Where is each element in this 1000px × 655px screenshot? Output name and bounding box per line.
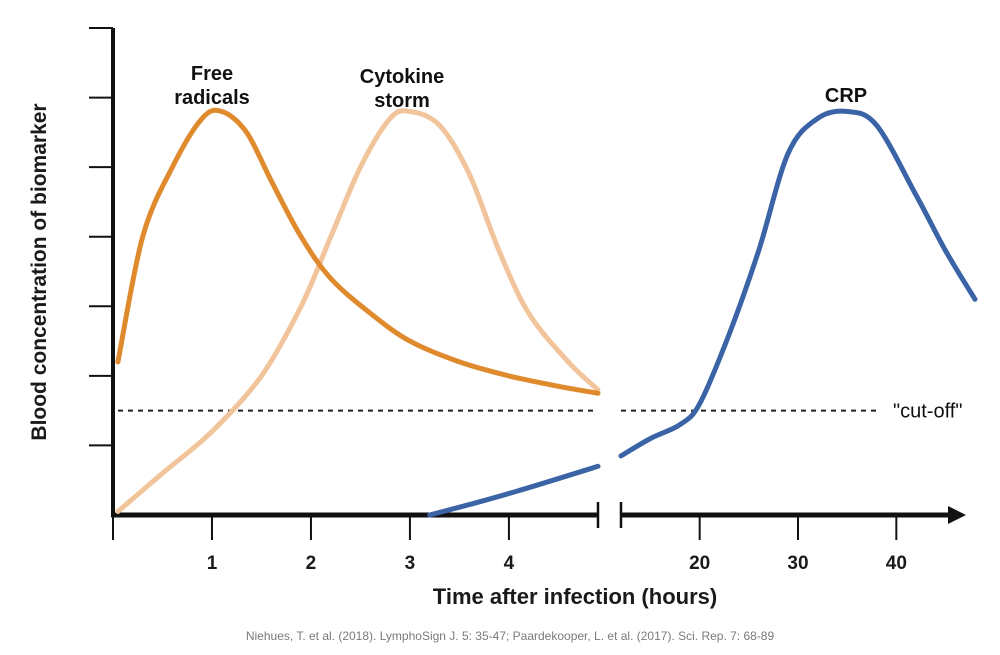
x-tick-label: 2 — [306, 553, 317, 574]
series-label: CRP — [825, 85, 867, 107]
x-tick-label: 20 — [689, 553, 710, 574]
x-tick-label: 1 — [207, 553, 218, 574]
series-line-cytokine-storm — [115, 108, 601, 514]
series-label: Cytokine storm — [360, 66, 444, 112]
x-axis-title: Time after infection (hours) — [433, 584, 717, 609]
series-line-crp-early — [427, 463, 601, 518]
plot-area: 1 2 3 4 20 30 40 "cut-off" Free radicals Cytokine s… — [89, 27, 978, 574]
x-tick-label: 3 — [405, 553, 416, 574]
x-tick-label: 40 — [886, 553, 907, 574]
source-caption: Niehues, T. et al. (2018). LymphoSign J.… — [246, 629, 775, 643]
x-axis-arrow — [948, 506, 966, 524]
x-tick-label: 4 — [504, 553, 515, 574]
series-label: Free radicals — [174, 63, 250, 109]
series-line-free-radicals — [115, 107, 601, 396]
y-axis-title: Blood concentration of biomarker — [28, 103, 51, 440]
x-tick-label: 30 — [787, 553, 808, 574]
series-line-crp-late — [618, 108, 978, 459]
cutoff-label: "cut-off" — [893, 401, 962, 423]
